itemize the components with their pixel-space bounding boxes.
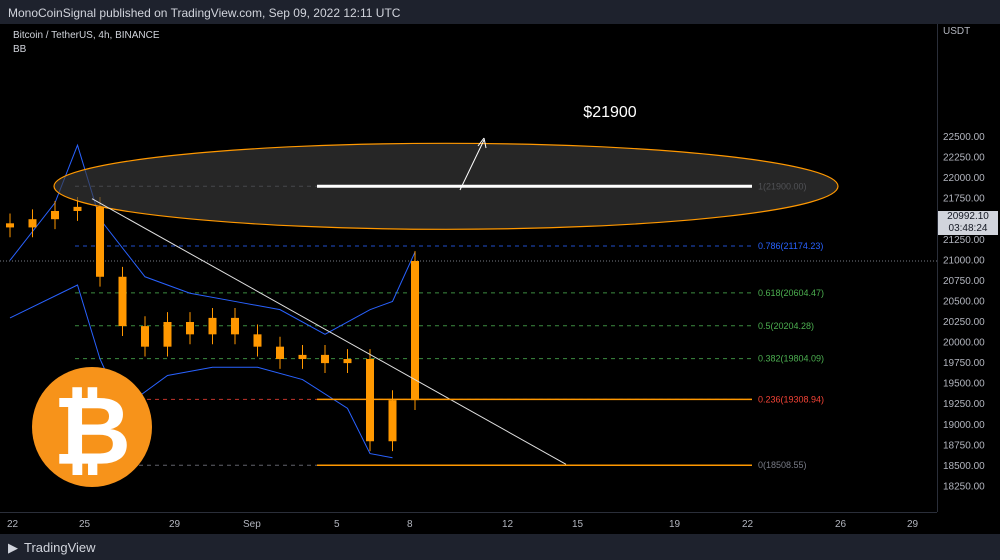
time-tick-label: 26 [835, 519, 847, 530]
time-tick-label: Sep [243, 519, 261, 530]
tradingview-logo[interactable]: ▶ TradingView [8, 540, 96, 556]
price-tick-label: 20750.00 [943, 276, 985, 287]
bitcoin-icon: ₿ [52, 375, 132, 487]
price-axis-unit: USDT [943, 26, 970, 37]
price-tick-label: 21250.00 [943, 235, 985, 246]
price-tick-label: 19000.00 [943, 420, 985, 431]
target-price-label: $21900 [583, 104, 637, 121]
time-tick-label: 25 [79, 519, 91, 530]
bitcoin-logo: ₿ [32, 367, 152, 487]
candle [388, 400, 397, 442]
bollinger-upper-band [9, 143, 416, 335]
candle [411, 260, 419, 401]
candle [141, 326, 149, 347]
time-tick-label: 29 [907, 519, 919, 530]
symbol-legend[interactable]: Bitcoin / TetherUS, 4h, BINANCE [13, 30, 160, 41]
price-tick-label: 19500.00 [943, 379, 985, 390]
time-tick-label: 22 [7, 519, 19, 530]
time-axis[interactable] [0, 512, 937, 535]
fib-level-label: 0.382(19804.09) [758, 354, 824, 364]
publish-bar: MonoCoinSignal published on TradingView.… [0, 0, 1000, 24]
price-tick-label: 19250.00 [943, 399, 985, 410]
price-tick-label: 21750.00 [943, 194, 985, 205]
fib-level-label: 0.618(20604.47) [758, 288, 824, 298]
chart-legend[interactable]: Bitcoin / TetherUS, 4h, BINANCE BB [13, 29, 160, 57]
candle [51, 210, 59, 220]
publish-text: MonoCoinSignal published on TradingView.… [8, 6, 401, 20]
price-tick-label: 18250.00 [943, 481, 985, 492]
candle [276, 346, 284, 360]
candle [253, 334, 262, 347]
time-tick-label: 5 [334, 519, 340, 530]
candle [118, 276, 127, 327]
price-tick-label: 18750.00 [943, 440, 985, 451]
current-price-countdown: 03:48:24 [948, 223, 988, 234]
candle [208, 317, 217, 335]
candle [96, 206, 104, 277]
tradingview-brand: TradingView [24, 540, 96, 555]
candle [298, 354, 307, 360]
current-price-tag: 20992.10 03:48:24 [938, 211, 998, 235]
candle [343, 359, 352, 364]
time-tick-label: 12 [502, 519, 514, 530]
candle [321, 354, 329, 364]
time-tick-label: 29 [169, 519, 181, 530]
price-tick-label: 19750.00 [943, 358, 985, 369]
candle [231, 317, 239, 335]
fib-level-label: 0.5(20204.28) [758, 321, 814, 331]
candle [28, 219, 37, 228]
price-tick-label: 22000.00 [943, 173, 985, 184]
time-tick-label: 15 [572, 519, 584, 530]
fib-level-label: 0.786(21174.23) [758, 241, 823, 251]
chart-area[interactable] [0, 24, 937, 512]
candle [73, 206, 82, 211]
footer-bar: ▶ TradingView [0, 534, 1000, 560]
arrow-head [477, 137, 487, 149]
time-tick-label: 19 [669, 519, 681, 530]
current-price-value: 20992.10 [947, 211, 989, 222]
price-tick-label: 22500.00 [943, 132, 985, 143]
indicator-legend[interactable]: BB [13, 44, 27, 55]
tradingview-icon: ▶ [8, 540, 18, 555]
downtrend-line [91, 198, 567, 465]
price-tick-label: 20250.00 [943, 317, 985, 328]
time-tick-label: 8 [407, 519, 413, 530]
fib-level-label: 0(18508.55) [758, 460, 807, 470]
price-axis[interactable] [937, 24, 1000, 512]
arrow-shaft [459, 139, 485, 191]
price-tick-label: 22250.00 [943, 153, 985, 164]
candle [186, 322, 194, 335]
price-tick-label: 20000.00 [943, 338, 985, 349]
price-tick-label: 20500.00 [943, 296, 985, 307]
candle [6, 223, 14, 228]
fib-level-label: 0.236(19308.94) [758, 394, 824, 404]
time-tick-label: 22 [742, 519, 754, 530]
bollinger-lower-band [9, 284, 393, 459]
price-tick-label: 21000.00 [943, 255, 985, 266]
price-tick-label: 18500.00 [943, 461, 985, 472]
candle [163, 322, 172, 347]
